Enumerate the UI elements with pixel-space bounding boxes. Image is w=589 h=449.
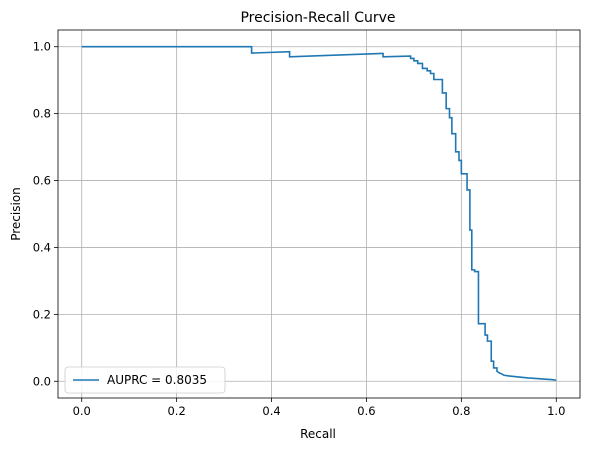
axis-ticks: 0.0 0.2 0.4 0.6 0.8 1.0 0.0 0.2 0.4 0.6 0.8 1.0: [33, 40, 566, 418]
x-tick-label: 0.8: [452, 404, 470, 418]
grid-lines: [58, 30, 580, 398]
y-axis-title: Precision: [9, 187, 23, 241]
x-tick-label: 0.6: [357, 404, 375, 418]
x-tick-label: 0.4: [262, 404, 280, 418]
legend: AUPRC = 0.8035: [64, 366, 226, 394]
legend-label: AUPRC = 0.8035: [107, 373, 207, 387]
chart-title: Precision-Recall Curve: [240, 10, 395, 26]
y-tick-label: 1.0: [33, 40, 51, 54]
y-tick-label: 0.2: [33, 307, 51, 321]
y-tick-label: 0.0: [33, 374, 51, 388]
series-layer: [81, 45, 557, 382]
x-tick-label: 0.0: [73, 404, 91, 418]
y-tick-label: 0.8: [33, 107, 51, 121]
x-tick-label: 1.0: [547, 404, 565, 418]
x-tick-label: 0.2: [167, 404, 185, 418]
y-tick-label: 0.4: [33, 240, 51, 254]
y-tick-label: 0.6: [33, 174, 51, 188]
plot-frame: [57, 29, 581, 399]
x-axis-title: Recall: [300, 427, 336, 441]
legend-box: [64, 366, 226, 394]
series-line: [81, 45, 557, 382]
